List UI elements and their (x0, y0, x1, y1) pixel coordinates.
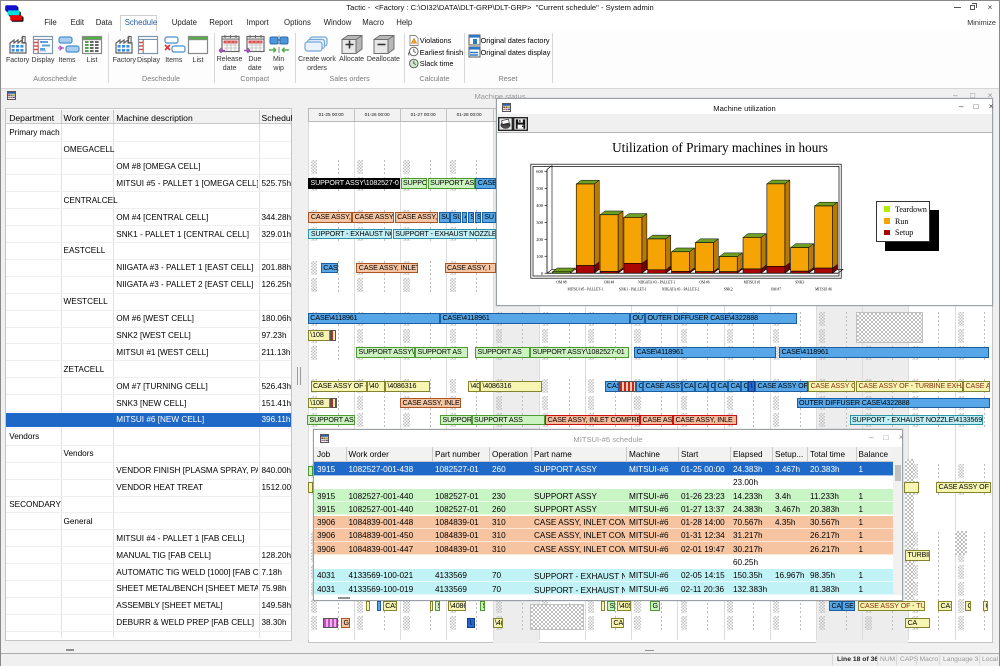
svg-text:OM #8: OM #8 (556, 281, 566, 285)
svg-text:MITSUI #6: MITSUI #6 (815, 288, 832, 292)
svg-text:OM #6: OM #6 (699, 281, 709, 285)
svg-text:SNK3: SNK3 (795, 281, 804, 285)
svg-text:SNK2: SNK2 (724, 288, 733, 292)
svg-text:100: 100 (536, 254, 544, 259)
svg-text:200: 200 (536, 237, 544, 242)
svg-text:NIIGATA #3 - PALLET-1: NIIGATA #3 - PALLET-1 (638, 281, 675, 285)
svg-text:0: 0 (541, 271, 544, 276)
svg-text:300: 300 (536, 220, 544, 225)
svg-text:500: 500 (536, 186, 544, 191)
svg-text:SNK1 - PALLET-1: SNK1 - PALLET-1 (619, 288, 647, 292)
svg-text:600: 600 (536, 169, 544, 174)
svg-text:OM #4: OM #4 (604, 281, 614, 285)
svg-text:NIIGATA #3 - PALLET-2: NIIGATA #3 - PALLET-2 (662, 288, 699, 292)
svg-text:400: 400 (536, 203, 544, 208)
svg-text:MITSUI #1: MITSUI #1 (744, 281, 761, 285)
svg-text:Utilization of Primary machine: Utilization of Primary machines in hours (612, 140, 828, 155)
svg-text:OM #7: OM #7 (771, 288, 781, 292)
svg-text:MITSUI #5 - PALLET-1: MITSUI #5 - PALLET-1 (567, 288, 603, 292)
